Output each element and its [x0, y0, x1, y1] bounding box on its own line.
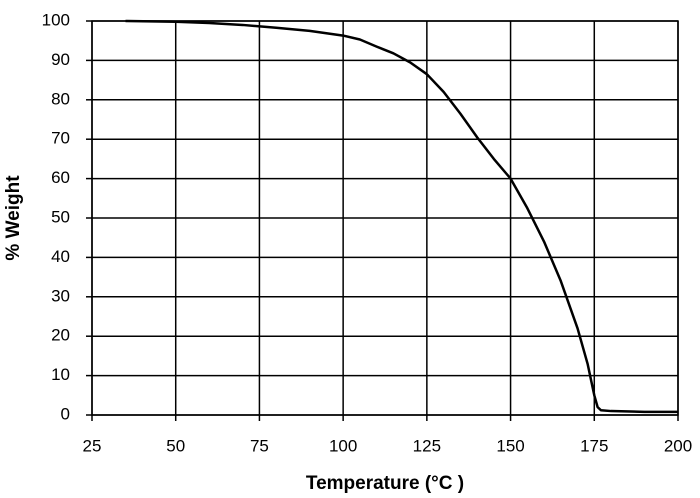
- x-tick-label: 175: [580, 436, 608, 455]
- x-tick-label: 100: [329, 436, 357, 455]
- plot-frame: [91, 20, 679, 416]
- y-tick-label: 10: [51, 365, 70, 384]
- y-tick-label: 100: [42, 10, 70, 29]
- x-tick-label: 25: [83, 436, 102, 455]
- data-line: [125, 19, 678, 414]
- y-tick-label: 60: [51, 168, 70, 187]
- y-tick-label: 20: [51, 326, 70, 345]
- y-tick-label: 40: [51, 247, 70, 266]
- x-tick-label: 200: [664, 436, 692, 455]
- y-tick-label: 0: [61, 404, 70, 423]
- y-tick-label: 90: [51, 50, 70, 69]
- x-axis-title: Temperature (°C ): [306, 473, 464, 494]
- y-tick-label: 80: [51, 89, 70, 108]
- y-axis-title: % Weight: [3, 175, 24, 261]
- x-tick-label: 125: [413, 436, 441, 455]
- y-tick-label: 70: [51, 129, 70, 148]
- x-tick-label: 50: [166, 436, 185, 455]
- x-tick-label: 75: [250, 436, 269, 455]
- y-tick-label: 30: [51, 286, 70, 305]
- y-tick-label: 50: [51, 207, 70, 226]
- x-tick-label: 150: [496, 436, 524, 455]
